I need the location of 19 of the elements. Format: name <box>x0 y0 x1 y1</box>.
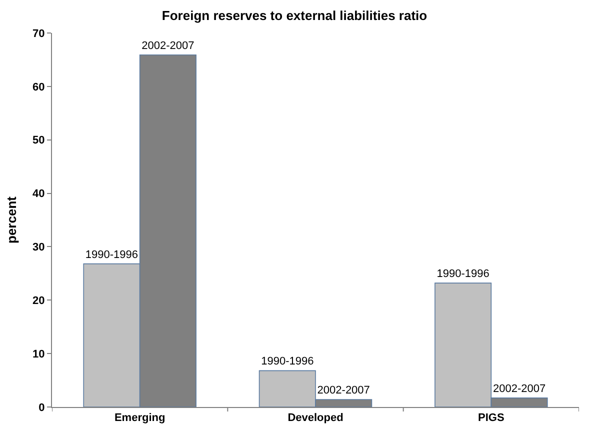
y-tick-label: 30 <box>32 242 45 254</box>
series-label: 2002-2007 <box>142 40 194 52</box>
y-tick-label: 60 <box>32 81 45 94</box>
y-tick-label: 70 <box>32 28 45 40</box>
x-tick-label: Emerging <box>114 412 166 424</box>
y-tick-label: 0 <box>38 402 45 414</box>
x-tick-label: Developed <box>288 412 344 424</box>
y-tick-label: 50 <box>32 134 45 147</box>
series-label: 1990-1996 <box>85 248 138 261</box>
chart-title: Foreign reserves to external liabilities ratio <box>162 8 428 23</box>
y-tick-label: 10 <box>32 348 45 360</box>
y-axis-title: percent <box>4 196 19 244</box>
text: 1990-1996 <box>436 268 490 280</box>
text: 2002-2007 <box>317 384 370 397</box>
y-tick-label: 40 <box>32 188 45 200</box>
text: 1990-1996 <box>261 356 314 368</box>
text: 2002-2007 <box>492 382 546 395</box>
x-tick-label: PIGS <box>478 412 504 424</box>
y-tick-label: 20 <box>32 294 45 307</box>
